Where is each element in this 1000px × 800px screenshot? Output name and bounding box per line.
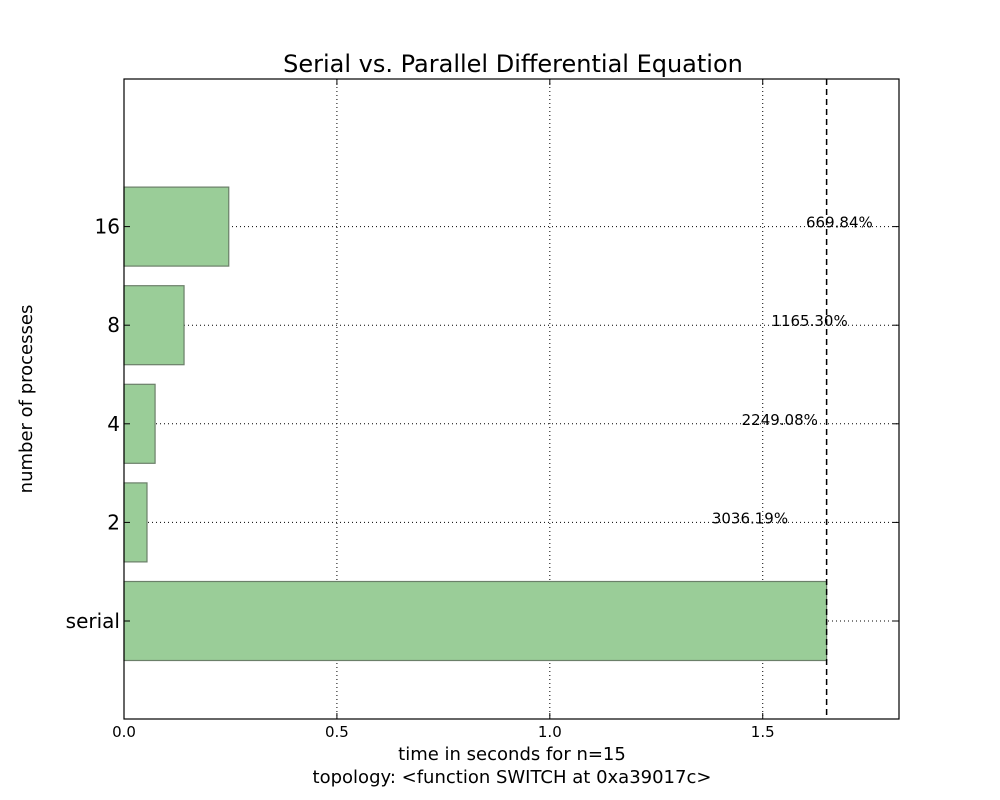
- grid-layer: [124, 79, 899, 719]
- tick-marks: [123, 79, 899, 719]
- speedup-label: 2249.08%: [742, 411, 818, 429]
- speedup-label: 669.84%: [806, 214, 873, 232]
- x-axis-label: time in seconds for n=15: [398, 744, 626, 765]
- bar-serial: [123, 580, 828, 662]
- x-axis-sublabel: topology: <function SWITCH at 0xa39017c>: [313, 767, 712, 788]
- plot-frame: [123, 78, 900, 720]
- x-tick-labels: 0.0 0.5 1.0 1.5: [112, 723, 775, 741]
- percentage-labels: 3036.19% 2249.08% 1165.30% 669.84%: [712, 214, 873, 528]
- bar-16: [123, 186, 230, 267]
- y-tick-label: 2: [107, 510, 120, 534]
- y-tick-label: serial: [66, 609, 120, 633]
- y-axis-label: number of processes: [16, 305, 37, 494]
- y-tick-label: 16: [95, 215, 120, 239]
- y-tick-label: 4: [107, 412, 120, 436]
- bars-layer: [123, 186, 828, 662]
- chart-title: Serial vs. Parallel Differential Equatio…: [283, 50, 743, 78]
- y-tick-labels: serial 2 4 8 16: [66, 215, 120, 633]
- y-tick-label: 8: [107, 313, 120, 337]
- x-tick-label: 0.5: [325, 723, 349, 741]
- speedup-label: 3036.19%: [712, 509, 788, 527]
- x-tick-label: 0.0: [112, 723, 136, 741]
- x-tick-label: 1.5: [751, 723, 775, 741]
- x-tick-label: 1.0: [538, 723, 562, 741]
- bar-8: [123, 285, 185, 366]
- speedup-label: 1165.30%: [771, 312, 847, 330]
